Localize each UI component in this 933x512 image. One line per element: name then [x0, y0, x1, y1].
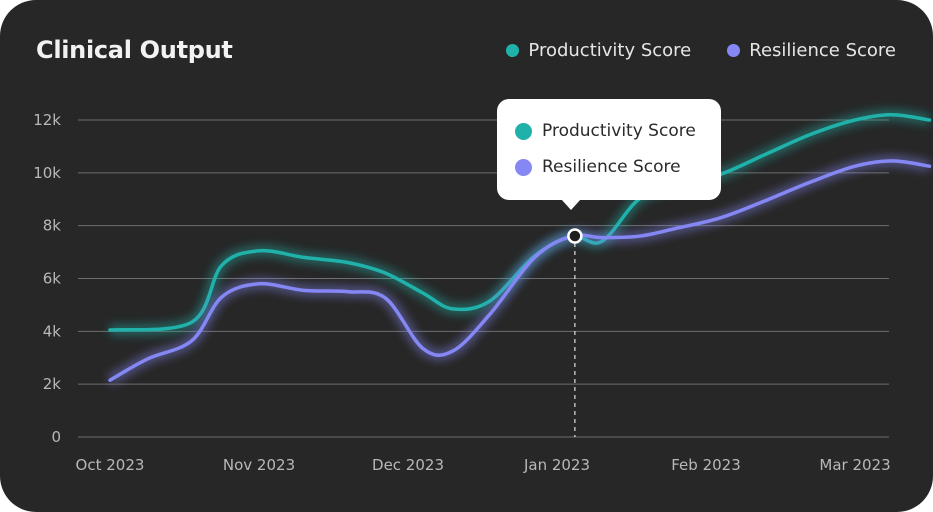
y-tick-label: 4k: [43, 322, 62, 340]
tooltip-label-resilience: Resilience Score: [542, 157, 681, 177]
legend-dot-resilience: [727, 44, 741, 57]
x-tick-label: Jan 2023: [523, 456, 590, 474]
y-tick-label: 12k: [33, 111, 61, 129]
y-tick-label: 0: [51, 428, 61, 446]
legend-item-resilience[interactable]: Resilience Score: [727, 40, 896, 61]
legend-label-productivity: Productivity Score: [528, 40, 692, 61]
legend-label-resilience: Resilience Score: [749, 40, 896, 61]
x-tick-label: Mar 2023: [819, 456, 890, 474]
x-tick-label: Oct 2023: [76, 456, 145, 474]
tooltip-row-productivity: Productivity Score: [515, 117, 721, 145]
y-tick-label: 2k: [43, 375, 62, 393]
legend: Productivity Score Resilience Score: [506, 40, 896, 61]
hover-point-marker[interactable]: [567, 228, 583, 244]
legend-item-productivity[interactable]: Productivity Score: [506, 40, 691, 61]
series-line-resilience[interactable]: [108, 159, 932, 382]
tooltip-label-productivity: Productivity Score: [542, 121, 696, 141]
tooltip-row-resilience: Resilience Score: [515, 153, 721, 181]
y-tick-label: 10k: [33, 164, 61, 182]
chart-title: Clinical Output: [36, 36, 233, 64]
y-tick-label: 8k: [43, 217, 62, 235]
y-tick-label: 6k: [43, 270, 62, 288]
tooltip: Productivity Score Resilience Score: [497, 99, 721, 210]
tooltip-dot-resilience: [515, 158, 532, 176]
legend-dot-productivity: [506, 44, 520, 57]
x-tick-label: Nov 2023: [223, 456, 295, 474]
x-tick-label: Feb 2023: [671, 456, 741, 474]
x-tick-label: Dec 2023: [372, 456, 444, 474]
tooltip-dot-productivity: [515, 122, 532, 140]
